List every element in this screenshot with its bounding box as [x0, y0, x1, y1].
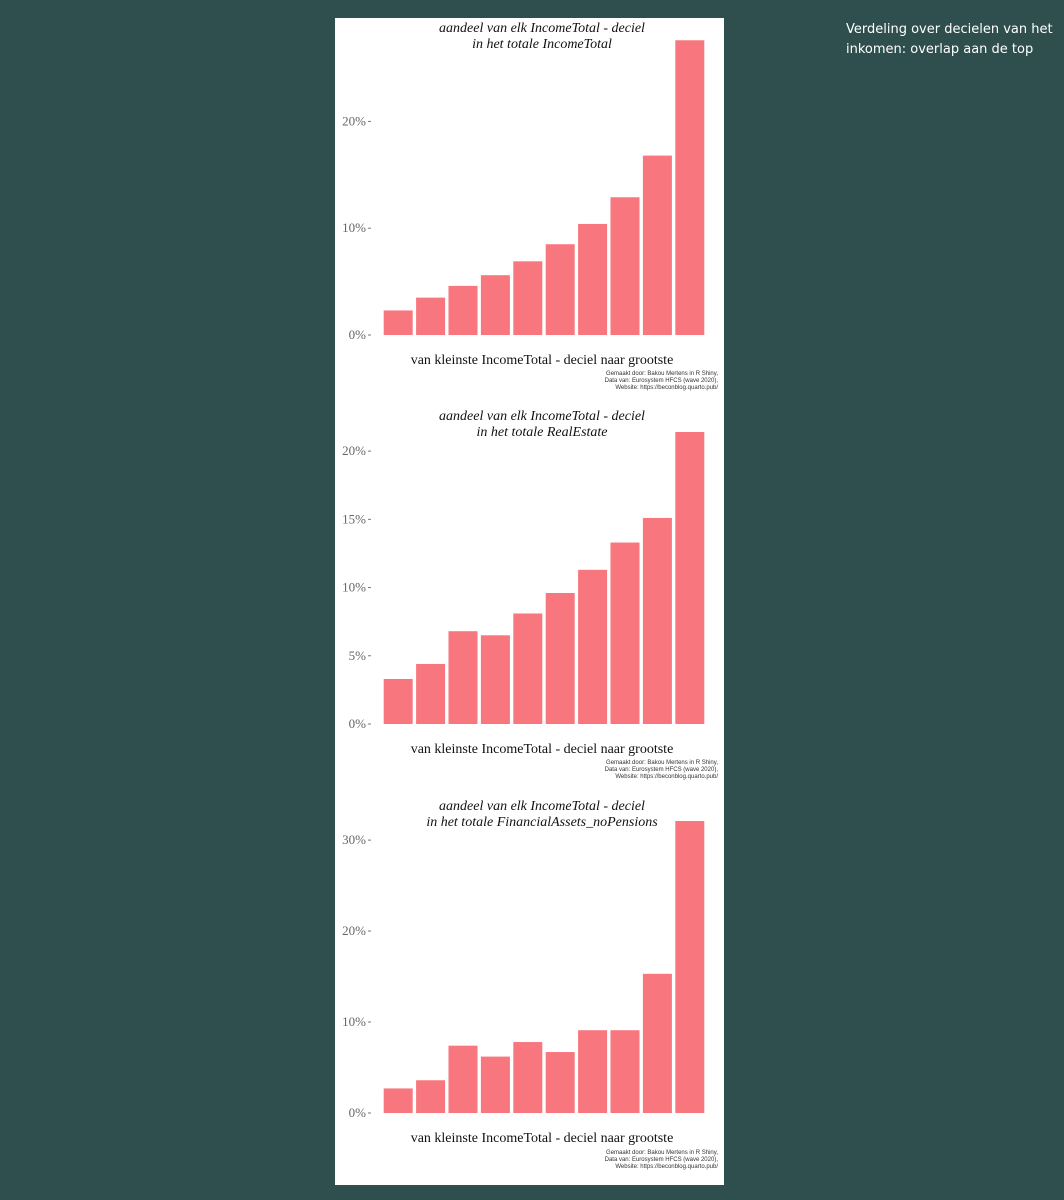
bar-decile-6 [545, 593, 575, 724]
y-tick-label: 10% [342, 220, 366, 235]
bar-decile-7 [578, 1030, 608, 1113]
side-caption: Verdeling over decielen van het inkomen:… [846, 22, 1053, 57]
chart-caption-line: Data van: Eurosystem HFCS (wave 2020), [605, 1157, 719, 1163]
bar-decile-10 [675, 40, 705, 336]
chart-caption-line: Gemaakt door: Bakou Mertens in R Shiny, [606, 371, 718, 377]
bar-decile-3 [448, 285, 478, 335]
y-tick-label: 30% [342, 832, 366, 847]
y-tick-label: 0% [349, 1105, 367, 1120]
bar-decile-3 [448, 1045, 478, 1113]
bar-decile-8 [610, 197, 640, 335]
bar-decile-7 [578, 223, 608, 335]
y-tick-label: 20% [342, 443, 366, 458]
bar-decile-3 [448, 631, 478, 724]
bar-decile-6 [545, 1052, 575, 1113]
y-tick-label: 0% [349, 716, 367, 731]
bar-decile-9 [642, 155, 672, 335]
chart-panel: aandeel van elk IncomeTotal - deciel in h… [335, 18, 724, 1185]
bar-decile-1 [383, 310, 413, 335]
y-tick-label: 5% [349, 648, 367, 663]
chart-caption-line: Gemaakt door: Bakou Mertens in R Shiny, [606, 1150, 718, 1156]
x-axis-label: van kleinste IncomeTotal - deciel naar g… [411, 742, 674, 757]
bar-decile-2 [416, 297, 446, 335]
y-tick-label: 10% [342, 580, 366, 595]
y-tick-label: 10% [342, 1014, 366, 1029]
y-tick-label: 0% [349, 327, 367, 342]
bar-decile-5 [513, 261, 543, 335]
chart-title-line1: aandeel van elk IncomeTotal - deciel [439, 799, 645, 814]
chart-caption-line: Website: https://beconblog.quarto.pub/ [615, 1164, 718, 1170]
chart-caption-line: Data van: Eurosystem HFCS (wave 2020), [605, 378, 719, 384]
chart-title-line2: in het totale RealEstate [476, 425, 607, 440]
bar-decile-10 [675, 432, 705, 724]
bar-decile-2 [416, 663, 446, 724]
bar-decile-5 [513, 1042, 543, 1113]
bar-decile-1 [383, 1088, 413, 1113]
chart-title-line2: in het totale FinancialAssets_noPensions [426, 815, 658, 830]
x-axis-label: van kleinste IncomeTotal - deciel naar g… [411, 1131, 674, 1146]
chart-caption-line: Website: https://beconblog.quarto.pub/ [615, 774, 718, 780]
bar-decile-8 [610, 1030, 640, 1113]
x-axis-label: van kleinste IncomeTotal - deciel naar g… [411, 353, 674, 368]
y-tick-label: 20% [342, 113, 366, 128]
bar-decile-4 [480, 1056, 510, 1113]
chart-caption-line: Gemaakt door: Bakou Mertens in R Shiny, [606, 760, 718, 766]
chart-title-line1: aandeel van elk IncomeTotal - deciel [439, 21, 645, 36]
bar-decile-10 [675, 821, 705, 1113]
bar-decile-9 [642, 517, 672, 724]
bar-decile-1 [383, 678, 413, 724]
bar-decile-4 [480, 275, 510, 335]
bar-decile-4 [480, 635, 510, 724]
y-tick-label: 15% [342, 511, 366, 526]
bar-decile-6 [545, 244, 575, 335]
chart-title-line1: aandeel van elk IncomeTotal - deciel [439, 409, 645, 424]
chart-caption-line: Website: https://beconblog.quarto.pub/ [615, 385, 718, 391]
bar-decile-2 [416, 1080, 446, 1113]
chart-title-line2: in het totale IncomeTotal [472, 37, 612, 52]
bar-decile-8 [610, 542, 640, 724]
bar-decile-9 [642, 973, 672, 1113]
bar-decile-7 [578, 569, 608, 724]
y-tick-label: 20% [342, 923, 366, 938]
chart-caption-line: Data van: Eurosystem HFCS (wave 2020), [605, 767, 719, 773]
bar-decile-5 [513, 613, 543, 724]
